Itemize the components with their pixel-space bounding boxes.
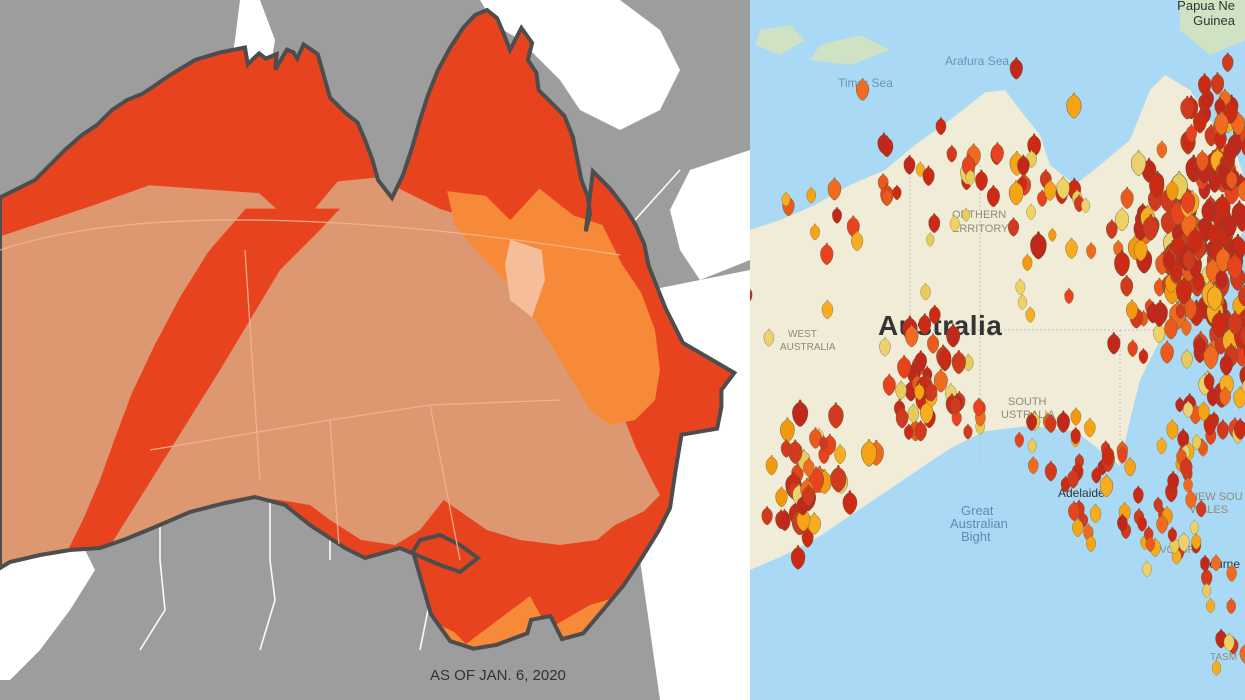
svg-text:SOUTH: SOUTH (1008, 396, 1047, 408)
svg-text:NEW SOU: NEW SOU (1190, 491, 1243, 503)
svg-text:AS OF JAN. 6, 2020: AS OF JAN. 6, 2020 (430, 667, 566, 684)
svg-text:Arafura Sea: Arafura Sea (945, 54, 1009, 68)
svg-text:AUSTRALIA: AUSTRALIA (780, 342, 836, 353)
svg-text:ERRITORY: ERRITORY (952, 223, 1009, 235)
svg-text:WALES: WALES (1190, 504, 1228, 516)
svg-text:Bight: Bight (961, 529, 991, 544)
svg-text:WEST: WEST (788, 329, 817, 340)
svg-text:Guinea: Guinea (1193, 13, 1236, 28)
svg-text:Papua Ne: Papua Ne (1177, 0, 1235, 13)
svg-text:ORTHERN: ORTHERN (952, 209, 1006, 221)
